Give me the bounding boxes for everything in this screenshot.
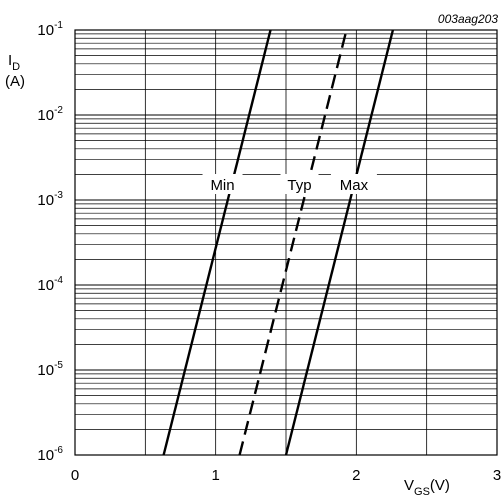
x-tick-label: 3 xyxy=(493,467,501,484)
tick-labels: 0 1 2 3 10-6 10-5 10-4 10-3 10-2 10-1 xyxy=(37,20,501,484)
label-background xyxy=(202,174,243,194)
x-axis-subscript: GS xyxy=(414,486,430,498)
annotations: Min Typ Max xyxy=(202,174,377,194)
label-background xyxy=(280,174,319,194)
y-axis-title: ID (A) xyxy=(5,52,25,90)
figure-id: 003aag203 xyxy=(438,12,498,26)
series-label-typ: Typ xyxy=(287,177,311,194)
y-tick-label: 10-5 xyxy=(37,360,63,379)
x-tick-label: 0 xyxy=(71,467,79,484)
y-tick-label: 10-6 xyxy=(37,445,63,464)
y-tick-label: 10-2 xyxy=(37,105,63,124)
x-axis-unit: (V) xyxy=(430,477,450,494)
y-tick-label: 10-3 xyxy=(37,190,63,209)
series-label-min: Min xyxy=(210,177,234,194)
svg-text:VGS(V): VGS(V) xyxy=(404,477,450,498)
grid xyxy=(75,30,497,455)
x-tick-label: 1 xyxy=(211,467,219,484)
series-line-max xyxy=(284,29,395,456)
x-axis-symbol: V xyxy=(404,477,414,494)
label-background xyxy=(330,174,377,194)
svg-text:ID: ID xyxy=(8,52,20,73)
plot-frame xyxy=(74,29,498,456)
series-line-typ xyxy=(238,29,348,456)
series-line-min xyxy=(162,29,272,456)
curves xyxy=(162,29,395,456)
y-axis-symbol: I xyxy=(8,52,12,69)
x-tick-label: 2 xyxy=(352,467,360,484)
x-axis-title: VGS(V) xyxy=(404,477,450,498)
series-label-max: Max xyxy=(340,177,369,194)
y-tick-label: 10-4 xyxy=(37,275,63,294)
y-tick-label: 10-1 xyxy=(37,20,63,39)
y-axis-unit: (A) xyxy=(5,73,25,90)
y-axis-subscript: D xyxy=(12,61,20,73)
